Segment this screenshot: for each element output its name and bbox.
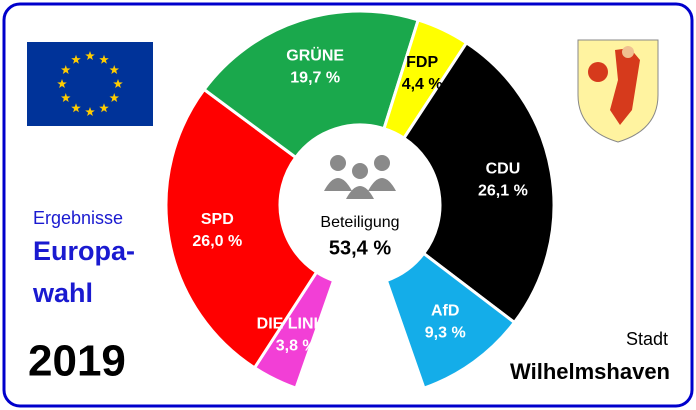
segment-value: 26,1 %: [478, 183, 528, 200]
flag-star: [61, 93, 71, 102]
people-icon: [374, 155, 390, 171]
segment-value: 26,0 %: [192, 233, 242, 250]
flag-star: [109, 93, 119, 102]
segment-name: FDP: [406, 54, 438, 71]
segment-name: CDU: [486, 161, 521, 178]
flag-star: [85, 51, 95, 60]
donut-segment: [384, 251, 517, 391]
place-name: Wilhelmshaven: [510, 359, 670, 384]
flag-star: [61, 65, 71, 74]
heading-line: wahl: [32, 278, 93, 308]
heading-line: Ergebnisse: [33, 208, 123, 228]
flag-star: [113, 79, 123, 88]
heading-line: Europa-: [33, 236, 135, 266]
segment-name: AfD: [431, 303, 459, 320]
segment-name: GRÜNE: [286, 45, 344, 64]
segment-value: 19,7 %: [290, 69, 340, 86]
flag-star: [85, 107, 95, 116]
flag-star: [71, 54, 81, 64]
place-line: Stadt: [626, 329, 668, 349]
segment-value: 4,4 %: [402, 76, 443, 93]
turnout-name: Beteiligung: [320, 214, 399, 231]
eu-flag: [27, 42, 153, 126]
flag-star: [71, 103, 81, 113]
center-circle: [282, 127, 438, 283]
people-icon: [330, 155, 346, 171]
flag-star: [99, 54, 109, 64]
people-icon: [368, 178, 396, 191]
donut-segment: [164, 87, 319, 370]
segment-value: 9,3 %: [425, 325, 466, 342]
people-icon: [352, 163, 368, 179]
donut-segment: [401, 40, 556, 325]
people-icon: [324, 178, 352, 191]
segment-value: 3,8 %: [276, 337, 317, 354]
flag-star: [109, 65, 119, 74]
year: 2019: [28, 337, 126, 386]
flag-star: [99, 103, 109, 113]
city-crest: [577, 39, 659, 143]
flag-star: [57, 79, 67, 88]
segment-name: DIE LINKE: [257, 315, 336, 332]
segment-name: SPD: [201, 211, 234, 228]
people-icon: [346, 186, 374, 199]
donut-segment: [202, 9, 421, 160]
turnout-value: 53,4 %: [329, 237, 391, 259]
